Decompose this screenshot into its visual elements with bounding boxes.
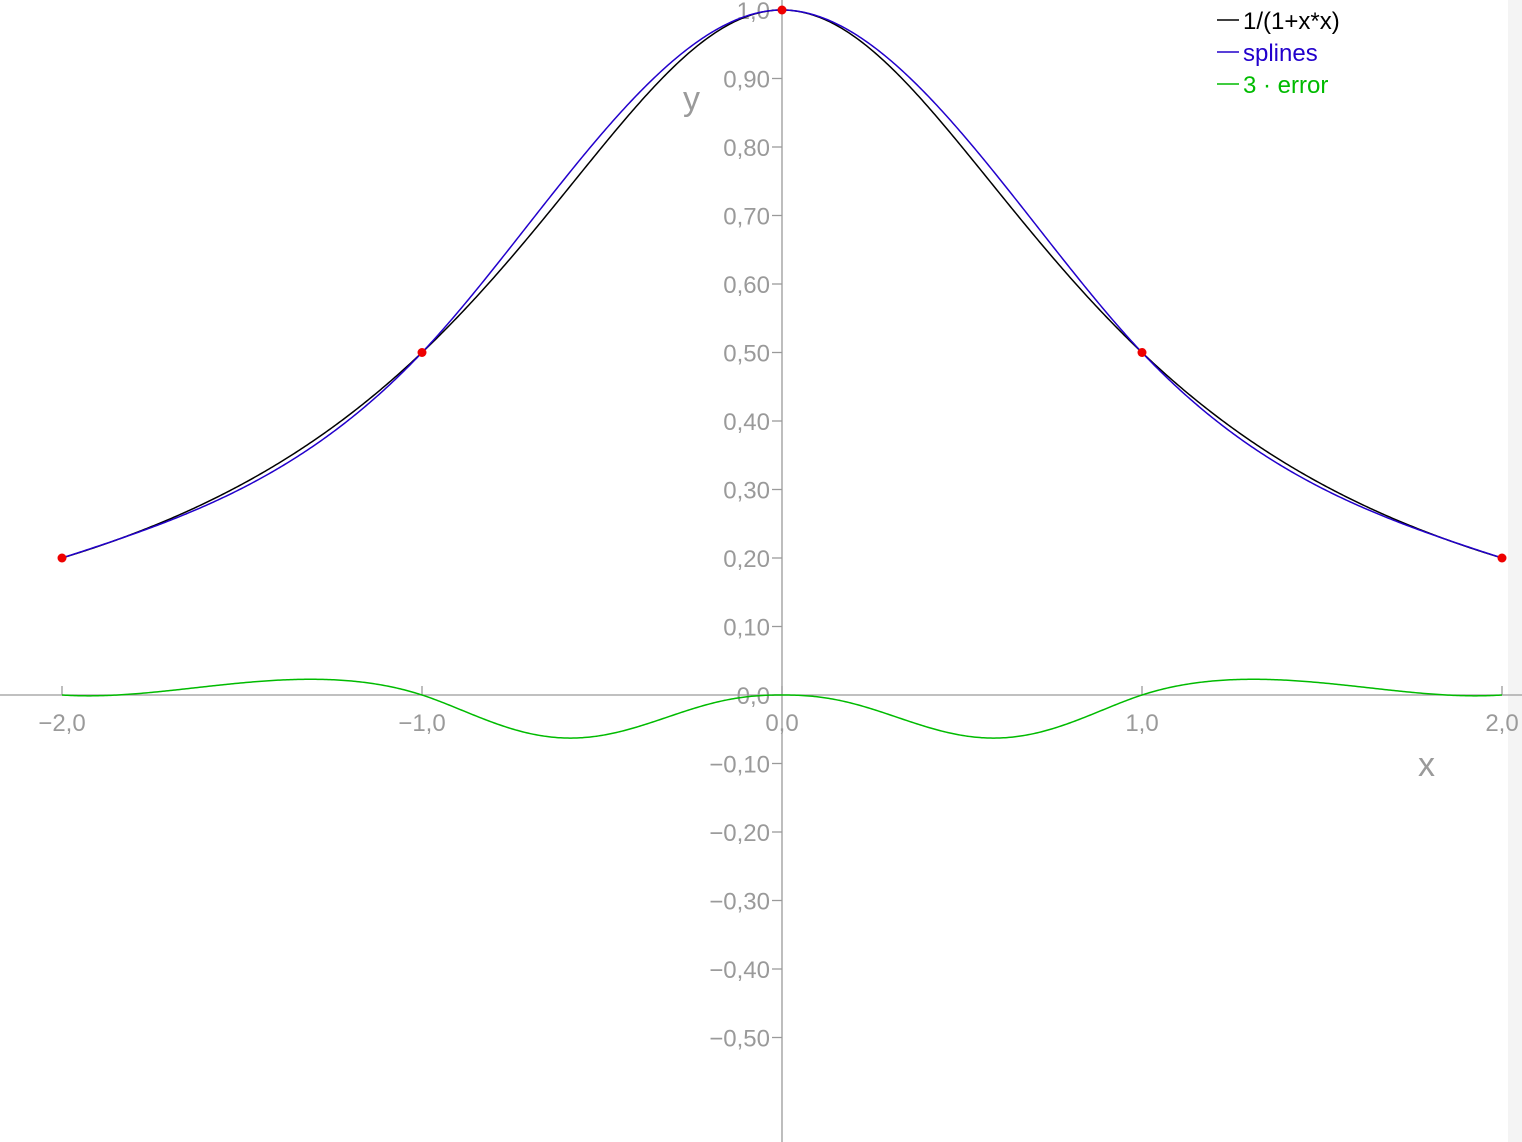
y-tick-label: 0,80 (723, 135, 770, 162)
y-tick-label: 0,60 (723, 272, 770, 299)
knot-point (417, 348, 427, 357)
series-line-error3 (61, 678, 1503, 739)
y-tick-label: 0,90 (723, 67, 770, 94)
knot-point (777, 5, 787, 15)
x-tick-label: 0,0 (765, 710, 798, 737)
y-tick-label: 0,50 (723, 341, 770, 368)
knot-point (57, 553, 67, 563)
y-tick-label: 0,10 (723, 615, 770, 642)
x-tick-label: 2,0 (1485, 710, 1518, 737)
y-tick-label: −0,30 (709, 889, 770, 916)
y-tick-label: 0,20 (723, 546, 770, 573)
x-tick-label: 1,0 (1125, 710, 1158, 737)
x-tick-label: −1,0 (398, 710, 445, 737)
x-tick-label: −2,0 (38, 710, 85, 737)
y-tick-label: −0,50 (709, 1026, 770, 1053)
knot-points (57, 5, 1507, 563)
tick-marks: −2,0 −1,0 0,0 1,0 2,0 1,0 0,90 0,80 0,70 0,60 0,50… (38, 0, 1518, 1053)
x-axis-label: x (1418, 746, 1435, 784)
y-tick-label: 0,30 (723, 478, 770, 505)
y-tick-label: 1,0 (737, 0, 770, 25)
legend: 1/(1+x*x) splines 3 · error (1217, 8, 1340, 99)
y-axis-label: y (683, 80, 700, 118)
legend-label: splines (1243, 40, 1318, 67)
window-edge (1508, 0, 1522, 1142)
y-tick-label: −0,40 (709, 957, 770, 984)
y-tick-label: −0,20 (709, 820, 770, 847)
knot-point (1497, 553, 1507, 563)
knot-point (1137, 348, 1147, 357)
legend-label: 1/(1+x*x) (1243, 8, 1340, 35)
y-tick-label: −0,10 (709, 752, 770, 779)
legend-label: 3 · error (1243, 72, 1328, 99)
y-tick-label: 0,70 (723, 204, 770, 231)
y-tick-label: 0,40 (723, 409, 770, 436)
